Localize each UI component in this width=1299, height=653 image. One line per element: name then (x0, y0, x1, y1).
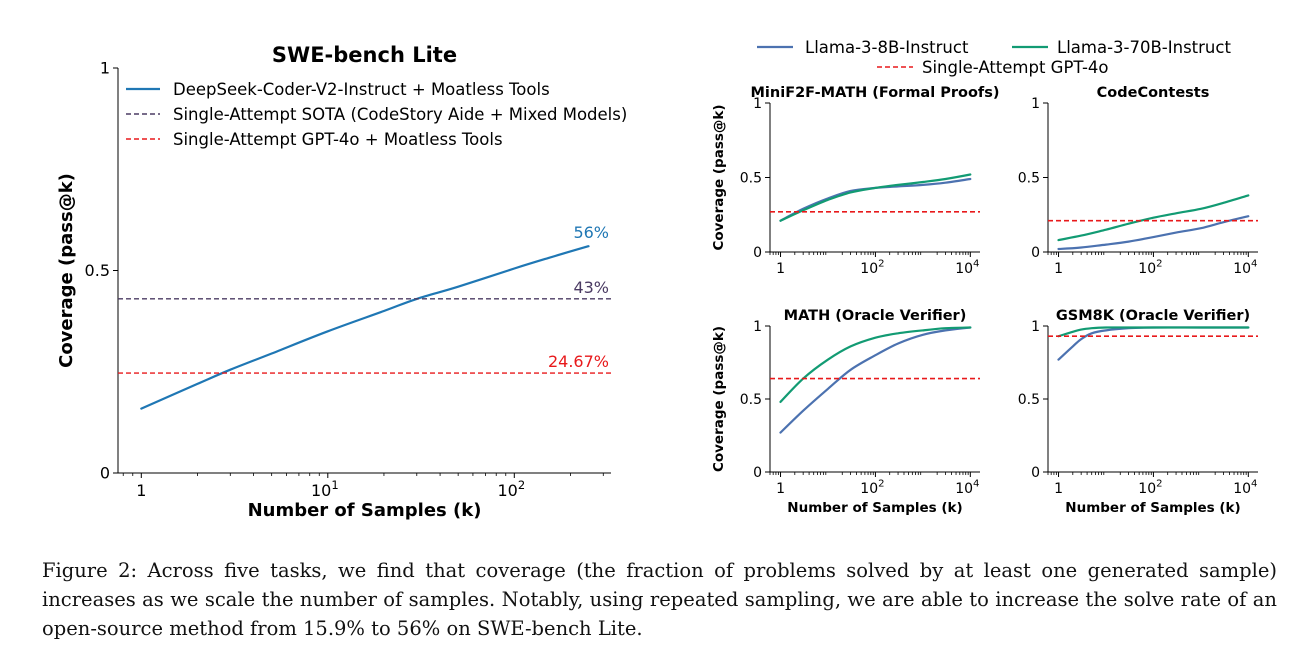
series-line-llama-3-8b-instruct (1057, 326, 1250, 361)
y-tick-label: 0.5 (740, 392, 762, 408)
y-tick-label: 0 (100, 464, 110, 483)
legend-label: Llama-3-70B-Instruct (1057, 38, 1231, 57)
y-tick-label: 0.5 (85, 261, 110, 280)
data-label: 43% (573, 278, 609, 297)
data-label: 24.67% (548, 352, 609, 371)
series-line-llama-3-8b-instruct (1057, 215, 1250, 251)
chart-title: MATH (Oracle Verifier) (784, 308, 967, 324)
x-tick-label: 102 (497, 478, 525, 500)
legend-label: Single-Attempt SOTA (CodeStory Aide + Mi… (173, 105, 627, 124)
x-tick-label: 1 (1054, 261, 1063, 277)
y-tick-label: 0.5 (740, 170, 762, 186)
y-tick-label: 0 (1031, 245, 1040, 261)
x-tick-label: 104 (1233, 259, 1257, 277)
y-axis-label: Coverage (pass@k) (711, 104, 727, 250)
y-tick-label: 1 (1031, 96, 1040, 112)
shared-legend: Llama-3-8B-Instruct Llama-3-70B-InstructS… (757, 38, 1231, 77)
y-axis-label: Coverage (pass@k) (711, 326, 727, 472)
y-tick-label: 1 (753, 319, 762, 335)
series-line-deepseek-coder-v2-instruct-moatless-tools (140, 245, 590, 410)
y-tick-label: 1 (1031, 319, 1040, 335)
chart-panel-2: 0 0.5 1 1 102 104 CodeContests (1018, 85, 1258, 277)
series-line-llama-3-70b-instruct (1057, 326, 1250, 338)
chart-panel-4: 0 0.5 1 1 102 104 GSM8K (Oracle Verifier) Numbe… (1018, 308, 1258, 516)
legend-label: Llama-3-8B-Instruct (805, 38, 969, 57)
x-tick-label: 1 (776, 261, 785, 277)
x-tick-label: 102 (1138, 259, 1162, 277)
y-tick-label: 0.5 (1018, 170, 1040, 186)
x-tick-label: 1 (136, 481, 146, 500)
chart-title: CodeContests (1097, 85, 1210, 101)
x-axis-label: Number of Samples (k) (1065, 500, 1240, 516)
legend-label: Single-Attempt GPT-4o + Moatless Tools (173, 130, 503, 149)
x-tick-label: 102 (860, 259, 884, 277)
x-tick-label: 104 (955, 479, 979, 497)
y-tick-label: 0 (753, 245, 762, 261)
figure-caption: Figure 2: Across five tasks, we find tha… (42, 559, 1277, 640)
x-tick-label: 102 (860, 479, 884, 497)
y-tick-label: 0.5 (1018, 392, 1040, 408)
y-axis-label: Coverage (pass@k) (56, 173, 77, 368)
x-tick-label: 102 (1138, 479, 1162, 497)
x-tick-label: 1 (776, 481, 785, 497)
x-tick-label: 104 (1233, 479, 1257, 497)
y-tick-label: 1 (100, 59, 110, 78)
series-line-llama-3-8b-instruct (779, 326, 972, 434)
data-label: 56% (573, 223, 609, 242)
x-tick-label: 1 (1054, 481, 1063, 497)
chart-panel-0: 0 0.5 1 1 101 102 SWE-bench Lite Number of Samp… (56, 43, 627, 521)
x-tick-label: 101 (311, 478, 339, 500)
y-tick-label: 0 (753, 465, 762, 481)
chart-title: SWE-bench Lite (272, 43, 457, 67)
legend-label: DeepSeek-Coder-V2-Instruct + Moatless To… (173, 80, 550, 99)
chart-title: GSM8K (Oracle Verifier) (1056, 308, 1250, 324)
series-line-llama-3-8b-instruct (779, 177, 972, 222)
y-tick-label: 0 (1031, 465, 1040, 481)
chart-panel-1: 0 0.5 1 1 102 104 MiniF2F-MATH (Formal Proofs)… (711, 85, 1000, 277)
series-line-llama-3-70b-instruct (779, 173, 972, 222)
x-tick-label: 104 (955, 259, 979, 277)
series-line-llama-3-70b-instruct (779, 326, 972, 403)
x-axis-label: Number of Samples (k) (248, 500, 482, 521)
legend-label: Single-Attempt GPT-4o (922, 58, 1109, 77)
chart-title: MiniF2F-MATH (Formal Proofs) (751, 85, 1000, 101)
chart-panel-3: 0 0.5 1 1 102 104 MATH (Oracle Verifier) Number… (711, 308, 980, 516)
legend: DeepSeek-Coder-V2-Instruct + Moatless To… (126, 80, 627, 149)
x-axis-label: Number of Samples (k) (787, 500, 962, 516)
y-tick-label: 1 (753, 96, 762, 112)
series-line-llama-3-70b-instruct (1057, 194, 1250, 242)
